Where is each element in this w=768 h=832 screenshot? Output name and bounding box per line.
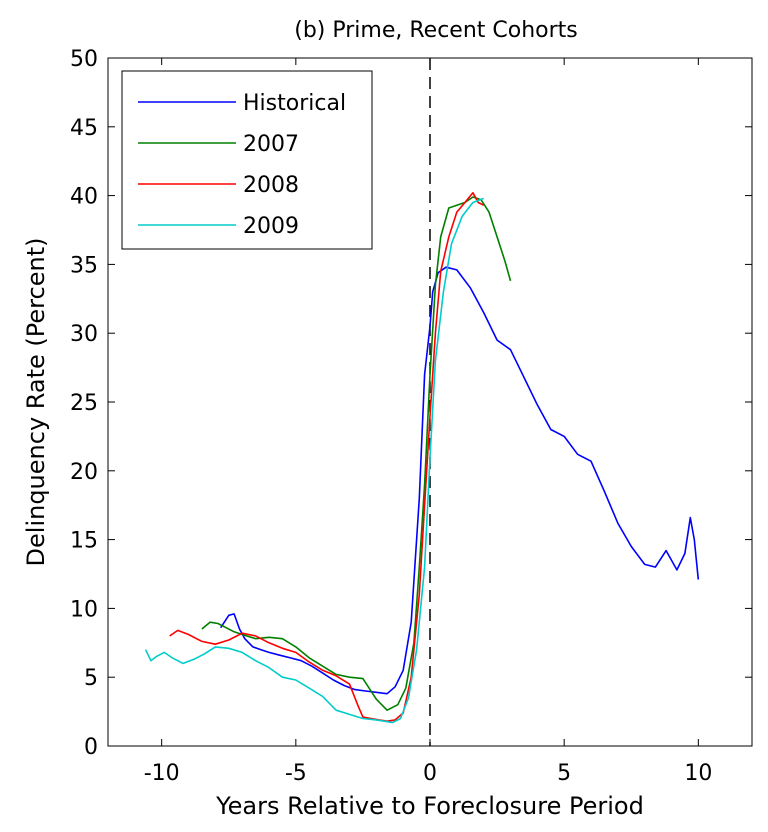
y-axis: 0 5 10 15 20 25 30 35 40 45 50 bbox=[70, 47, 752, 760]
legend-items: Historical 2007 2008 2009 bbox=[138, 91, 346, 239]
series-line-2007 bbox=[201, 196, 512, 712]
y-tick-label: 25 bbox=[70, 391, 98, 416]
y-tick-label: 0 bbox=[84, 735, 98, 760]
series-line-historical bbox=[220, 266, 700, 695]
x-tick-label: 0 bbox=[423, 761, 437, 786]
y-axis-title: Delinquency Rate (Percent) bbox=[22, 238, 50, 567]
y-tick-label: 10 bbox=[70, 597, 98, 622]
y-tick-label: 45 bbox=[70, 116, 98, 141]
chart-title: (b) Prime, Recent Cohorts bbox=[294, 18, 578, 43]
x-axis-title: Years Relative to Foreclosure Period bbox=[215, 792, 644, 820]
legend-label-2008: 2008 bbox=[243, 173, 299, 198]
x-tick-label: -10 bbox=[144, 761, 180, 786]
x-tick-label: 5 bbox=[557, 761, 571, 786]
x-tick-label: -5 bbox=[285, 761, 307, 786]
legend-label-2007: 2007 bbox=[243, 132, 299, 157]
y-tick-label: 50 bbox=[70, 47, 98, 72]
x-tick-label: 10 bbox=[684, 761, 712, 786]
x-axis: -10 -5 0 5 10 bbox=[144, 58, 712, 786]
legend-box bbox=[121, 70, 373, 250]
y-tick-label: 40 bbox=[70, 185, 98, 210]
legend: Historical 2007 2008 2009 bbox=[121, 70, 373, 250]
y-tick-label: 5 bbox=[84, 666, 98, 691]
y-tick-label: 15 bbox=[70, 529, 98, 554]
y-tick-label: 20 bbox=[70, 460, 98, 485]
y-tick-label: 30 bbox=[70, 322, 98, 347]
series-line-2008 bbox=[169, 192, 485, 723]
y-tick-label: 35 bbox=[70, 253, 98, 278]
legend-label-2009: 2009 bbox=[243, 214, 299, 239]
series-lines bbox=[144, 192, 700, 724]
series-line-2009 bbox=[144, 197, 484, 724]
legend-label-historical: Historical bbox=[243, 91, 346, 116]
